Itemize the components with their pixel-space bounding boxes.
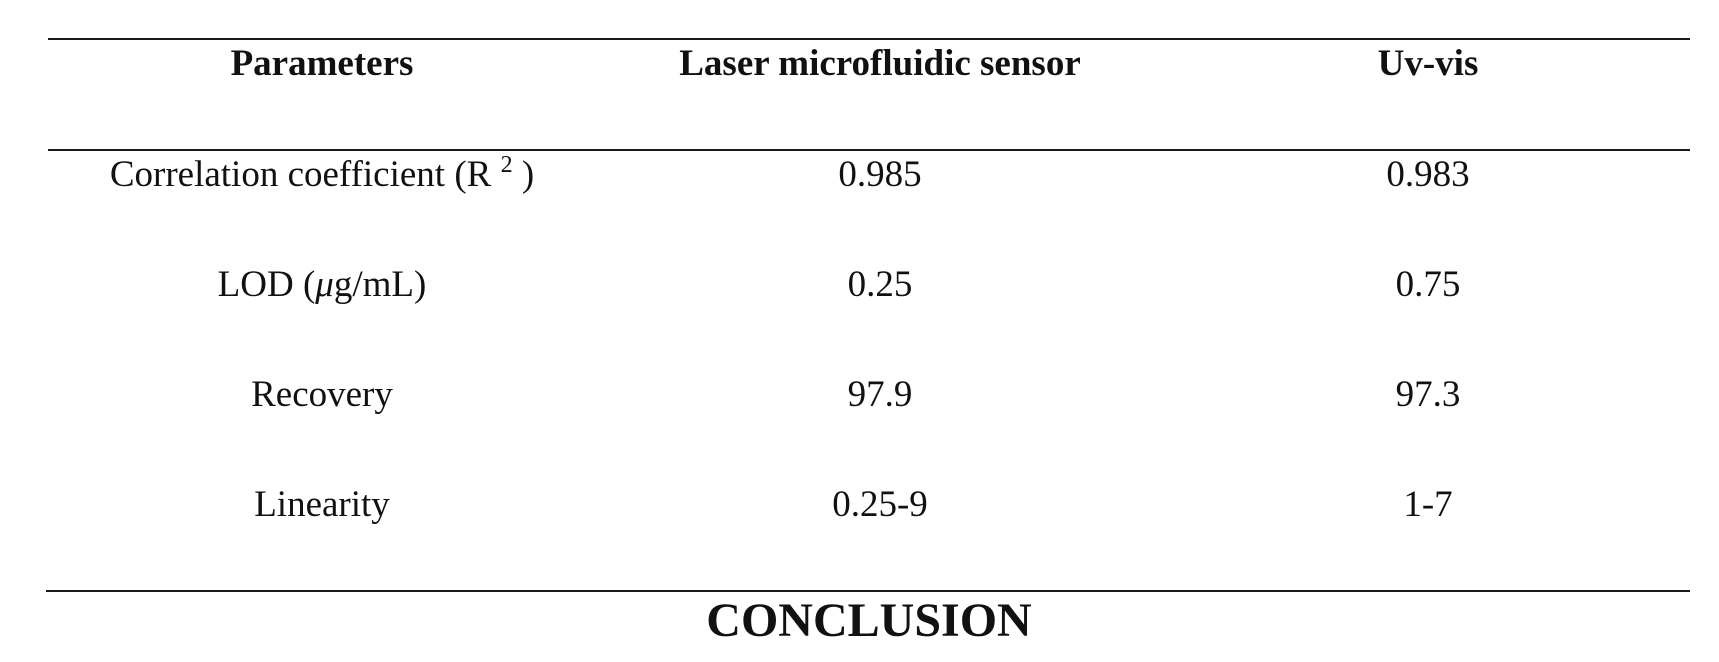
table-header-rule [48,149,1690,151]
uvvis-value-linearity: 1-7 [1403,484,1453,525]
param-linearity: Linearity [254,484,390,525]
param-prefix: LOD ( [217,264,316,305]
table-top-rule [48,38,1690,40]
superscript-2: 2 [500,152,513,178]
uvvis-value-correlation: 0.983 [1386,154,1470,195]
laser-value-linearity: 0.25-9 [832,484,928,525]
laser-value-lod: 0.25 [847,264,913,305]
header-uv-vis: Uv-vis [1377,43,1479,84]
uvvis-value-recovery: 97.3 [1395,374,1461,415]
param-lod: LOD (μg/mL) [218,263,427,307]
laser-value-recovery: 97.9 [847,374,913,415]
table-bottom-rule [46,590,1690,592]
param-recovery: Recovery [251,374,393,415]
uvvis-value-lod: 0.75 [1395,264,1461,305]
header-parameters: Parameters [230,43,414,84]
laser-value-correlation: 0.985 [838,154,922,195]
header-laser-microfluidic-sensor: Laser microfluidic sensor [679,43,1081,84]
mu-symbol: μ [315,264,334,305]
section-heading-conclusion: CONCLUSION [706,594,1032,647]
param-text: Correlation coefficient (R [109,154,492,195]
param-suffix: g/mL) [333,264,427,305]
param-correlation-coefficient: Correlation coefficient (R 2 ) [110,153,534,197]
param-close: ) [512,154,535,195]
